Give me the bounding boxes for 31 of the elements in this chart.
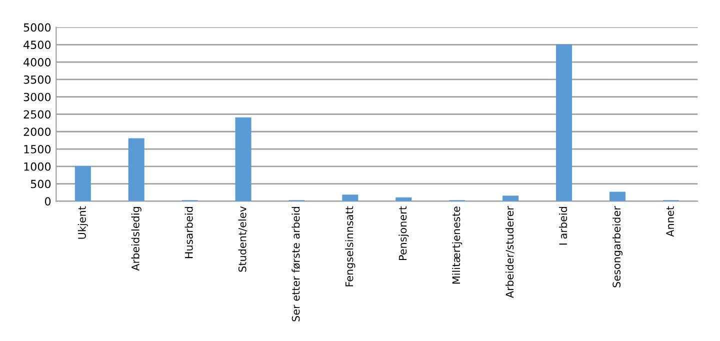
x-tick-label: Sesongarbeider — [612, 206, 623, 288]
bar — [556, 44, 572, 202]
x-tick-label: Student/elev — [238, 206, 248, 272]
bar — [128, 138, 144, 202]
y-tick-label: 4500 — [24, 40, 51, 50]
y-tick-label: 3500 — [24, 75, 51, 84]
x-tick-label: Arbeider/studerer — [506, 206, 514, 298]
x-tick-label: Fengselsinnsatt — [345, 206, 356, 286]
y-tick-label: 5000 — [24, 23, 51, 32]
y-tick-label: 2500 — [24, 110, 51, 119]
x-tick-label: Arbeidsledig — [131, 207, 142, 271]
x-tick-label: Ser etter første arbeid — [292, 207, 300, 322]
bar — [74, 166, 91, 202]
x-tick-label: Militærtjeneste — [452, 206, 462, 284]
y-tick-label: 3000 — [24, 92, 51, 102]
y-tick-label: 0 — [44, 197, 51, 206]
bar — [235, 117, 252, 202]
bar — [609, 192, 626, 202]
y-tick-label: 500 — [30, 180, 51, 188]
y-tick-label: 2000 — [24, 128, 51, 136]
bar — [396, 197, 412, 202]
x-tick-label: Annet — [666, 206, 674, 237]
bar — [502, 196, 519, 202]
y-tick-label: 4000 — [24, 58, 51, 66]
bar — [342, 194, 358, 202]
x-tick-label: Pensjonert — [398, 206, 409, 260]
x-tick-label: I arbeid — [558, 207, 568, 245]
x-tick-label: Husarbeid — [184, 207, 193, 258]
y-tick-label: 1500 — [24, 144, 51, 154]
y-tick-label: 1000 — [24, 162, 51, 171]
x-tick-label: Ukjent — [78, 206, 88, 239]
